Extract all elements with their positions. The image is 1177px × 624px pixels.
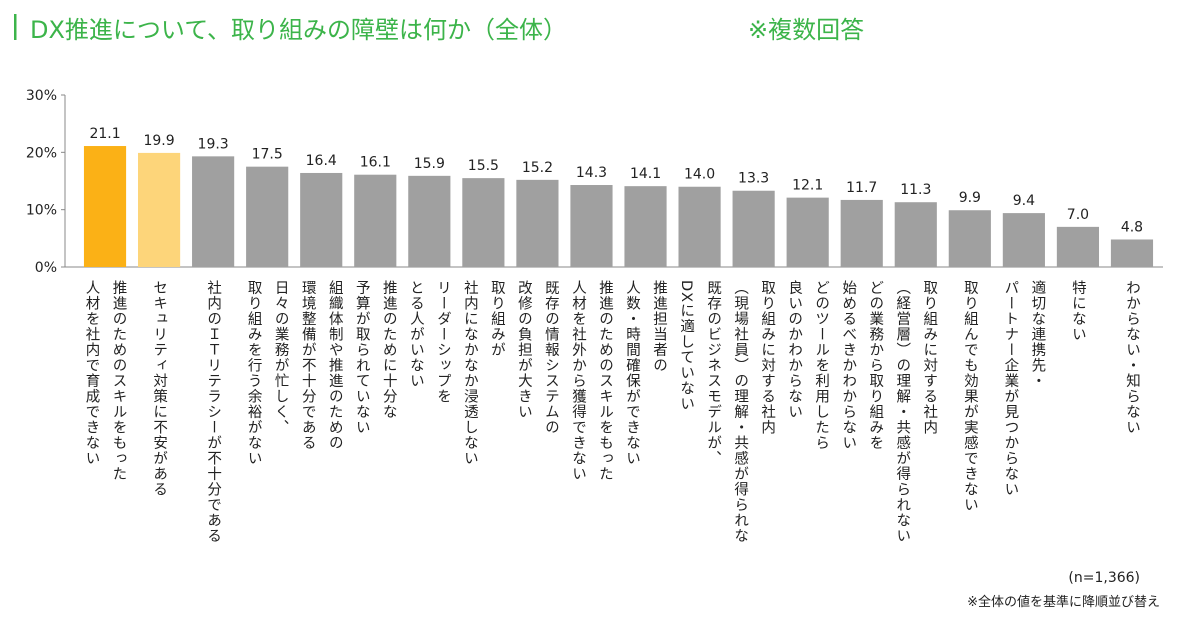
- x-tick-label: 推進のために十分な: [381, 280, 397, 420]
- bar: [624, 186, 667, 267]
- bar: [462, 178, 505, 267]
- x-tick-label: 既存のビジネスモデルが、: [705, 280, 721, 466]
- bar: [83, 146, 127, 267]
- x-tick-label: （経営層）の理解・共感が得られない: [894, 280, 910, 544]
- x-tick-label: パートナー企業が見つからない: [1002, 280, 1018, 497]
- value-label: 21.1: [89, 126, 120, 142]
- value-label: 16.4: [306, 153, 337, 169]
- x-tick-label: リーダーシップを: [435, 280, 451, 404]
- x-tick-label: 既存の情報システムの: [543, 280, 559, 435]
- x-tick-label: どの業務から取り組みを: [867, 280, 883, 451]
- x-tick-label: 取り組みに対する社内: [921, 280, 937, 435]
- value-label: 16.1: [360, 155, 391, 171]
- bar: [300, 172, 343, 267]
- chart-subtitle: ※複数回答: [748, 16, 864, 44]
- bar: [246, 166, 289, 267]
- x-tick-label: 予算が取られていない: [354, 280, 370, 435]
- x-tick-label: 推進のためのスキルをもった: [111, 280, 127, 482]
- bar: [840, 199, 883, 267]
- value-label: 7.0: [1067, 207, 1089, 223]
- x-tick-label: 人材を社内で育成できない: [84, 280, 100, 466]
- value-label: 4.8: [1121, 219, 1143, 235]
- x-tick-label: 推進のためのスキルをもった: [597, 280, 613, 482]
- value-label: 9.9: [959, 190, 981, 206]
- y-tick-label: 0%: [35, 260, 57, 276]
- value-label: 14.3: [576, 165, 607, 181]
- bar: [948, 210, 991, 267]
- x-tick-label: 社内のＩＴリテラシーが不十分である: [205, 280, 221, 544]
- y-tick-label: 10%: [26, 203, 57, 219]
- bar: [786, 197, 829, 267]
- x-tick-label: 改修の負担が大きい: [516, 280, 532, 420]
- value-label: 11.3: [900, 182, 931, 198]
- value-label: 14.1: [630, 166, 661, 182]
- x-tick-label: 取り組んでも効果が実感できない: [962, 280, 978, 513]
- x-tick-label: （現場社員）の理解・共感が得られな: [732, 280, 748, 544]
- x-tick-label: 人数・時間確保ができない: [624, 280, 640, 466]
- sort-note: ※全体の値を基準に降順並び替え: [967, 594, 1160, 610]
- value-label: 15.2: [522, 160, 553, 176]
- y-tick-label: 30%: [26, 88, 57, 104]
- bar: [137, 152, 181, 267]
- x-tick-label: 適切な連携先・: [1029, 279, 1045, 389]
- value-label: 17.5: [252, 147, 283, 163]
- x-tick-label: 取り組みを行う余裕がない: [246, 280, 262, 466]
- title-bar: [14, 14, 17, 40]
- value-label: 14.0: [684, 167, 715, 183]
- x-tick-label: DXに適していない: [678, 280, 694, 412]
- value-label: 19.3: [198, 136, 229, 152]
- x-tick-label: わからない・知らない: [1124, 280, 1140, 435]
- bar: [732, 190, 775, 267]
- x-tick-label: 特にない: [1070, 280, 1086, 342]
- x-tick-label: どのツールを利用したら: [813, 280, 829, 451]
- x-tick-label: 取り組みが: [489, 280, 505, 358]
- x-tick-label: セキュリティ対策に不安がある: [151, 280, 167, 497]
- bar: [894, 202, 937, 267]
- x-tick-label: 推進担当者の: [651, 280, 667, 373]
- bar: [1002, 213, 1045, 267]
- value-label: 15.9: [414, 156, 445, 172]
- bar: [570, 185, 613, 267]
- x-tick-label: 組織体制や推進のための: [327, 280, 343, 451]
- x-tick-label: 始めるべきかわからない: [840, 280, 856, 451]
- bar: [408, 175, 451, 267]
- x-tick-label: 環境整備が不十分である: [300, 280, 316, 451]
- x-tick-label: 取り組みに対する社内: [759, 280, 775, 435]
- x-tick-label: とる人がいない: [408, 280, 424, 389]
- x-tick-label: 人材を社外から獲得できない: [570, 280, 586, 482]
- value-label: 19.9: [143, 133, 174, 149]
- bar: [516, 179, 559, 267]
- value-label: 13.3: [738, 171, 769, 187]
- x-tick-label: 良いのかわからない: [786, 280, 802, 420]
- value-label: 11.7: [846, 180, 877, 196]
- sample-note: (n=1,366): [1068, 570, 1140, 586]
- bar: [1110, 239, 1154, 267]
- value-label: 12.1: [792, 178, 823, 194]
- x-tick-label: 日々の業務が忙しく、: [273, 280, 289, 435]
- y-tick-label: 20%: [26, 145, 57, 161]
- value-label: 15.5: [468, 158, 499, 174]
- bar: [1056, 226, 1100, 267]
- bar: [678, 186, 721, 267]
- chart-title: DX推進について、取り組みの障壁は何か（全体）: [30, 16, 567, 44]
- value-label: 9.4: [1013, 193, 1035, 209]
- bar: [354, 174, 397, 267]
- bar: [192, 156, 235, 267]
- x-tick-label: 社内になかなか浸透しない: [462, 280, 478, 466]
